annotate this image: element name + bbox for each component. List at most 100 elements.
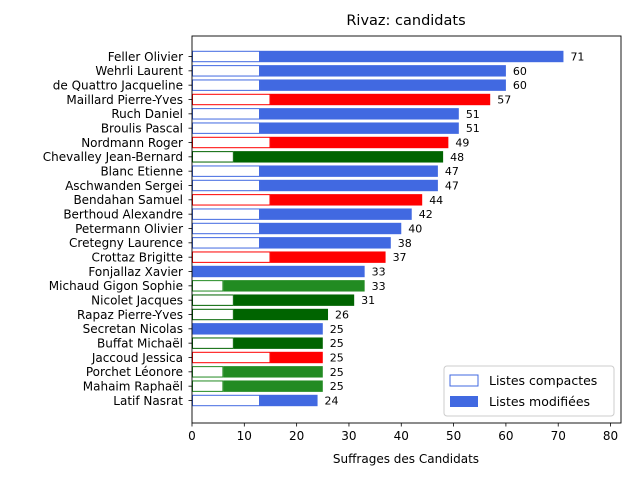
x-tick-label: 70 xyxy=(551,429,566,443)
value-label: 47 xyxy=(445,165,459,178)
value-label: 60 xyxy=(513,79,527,92)
candidate-label: Blanc Etienne xyxy=(100,164,183,178)
candidate-label: Latif Nasrat xyxy=(113,394,183,408)
x-tick-label: 50 xyxy=(446,429,461,443)
value-label: 24 xyxy=(325,395,339,408)
candidate-label: Rapaz Pierre-Yves xyxy=(77,308,183,322)
bar-compact xyxy=(192,122,261,134)
bar-modified xyxy=(260,179,438,192)
value-label: 25 xyxy=(330,366,344,379)
legend-swatch-compact xyxy=(449,374,479,387)
bar-modified xyxy=(260,50,564,63)
candidate-label: Berthoud Alexandre xyxy=(63,207,183,221)
x-tick-label: 20 xyxy=(289,429,304,443)
bar-compact xyxy=(192,151,234,163)
bar-compact xyxy=(192,308,234,321)
bar-compact xyxy=(192,222,261,235)
value-label: 37 xyxy=(393,251,407,264)
value-label: 47 xyxy=(445,180,459,193)
bar-modified xyxy=(270,136,449,149)
value-label: 25 xyxy=(330,337,344,350)
bar-compact xyxy=(192,237,261,249)
bar-compact xyxy=(192,251,271,263)
legend-label-modified: Listes modifiées xyxy=(489,394,590,409)
candidate-label: Nordmann Roger xyxy=(81,136,183,150)
bar-compact xyxy=(192,194,271,206)
value-label: 33 xyxy=(372,280,386,293)
candidate-label: Jaccoud Jessica xyxy=(91,351,183,365)
bar-compact xyxy=(192,136,271,149)
bar-modified xyxy=(233,151,444,163)
bar-compact xyxy=(192,394,261,407)
bar-modified xyxy=(260,394,318,407)
candidate-label: Fonjallaz Xavier xyxy=(88,265,183,279)
bar-compact xyxy=(192,179,261,192)
bar-compact xyxy=(192,65,261,77)
candidate-label: Bendahan Samuel xyxy=(73,193,183,207)
candidate-label: Michaud Gigon Sophie xyxy=(49,279,183,293)
value-label: 49 xyxy=(455,137,469,150)
bar-compact xyxy=(192,280,224,292)
value-label: 38 xyxy=(398,237,412,250)
candidate-label: Feller Olivier xyxy=(108,50,183,64)
value-label: 31 xyxy=(361,294,375,307)
value-label: 25 xyxy=(330,352,344,365)
legend-label-compact: Listes compactes xyxy=(489,373,597,388)
candidate-label: Crottaz Brigitte xyxy=(91,250,183,264)
candidate-label: Broulis Pascal xyxy=(101,121,183,135)
candidate-label: Cretegny Laurence xyxy=(69,236,183,250)
bar-modified xyxy=(260,108,459,120)
bar-modified xyxy=(260,165,438,177)
candidate-label: Mahaim Raphaël xyxy=(83,379,183,393)
bars-layer xyxy=(192,50,564,407)
bar-modified xyxy=(260,208,412,220)
value-label: 42 xyxy=(419,208,433,221)
value-label: 33 xyxy=(372,266,386,279)
bar-compact xyxy=(192,351,271,364)
bar-modified xyxy=(223,380,323,392)
candidate-label: de Quattro Jacqueline xyxy=(53,78,183,92)
bar-modified xyxy=(233,308,329,321)
value-label: 57 xyxy=(497,94,511,107)
bar-compact xyxy=(192,50,261,63)
value-label: 51 xyxy=(466,122,480,135)
value-label: 71 xyxy=(570,51,584,64)
candidate-label: Ruch Daniel xyxy=(111,107,183,121)
bar-modified xyxy=(260,122,459,134)
candidate-label: Maillard Pierre-Yves xyxy=(66,93,183,107)
x-axis: 0 10 20 30 40 50 60 70 80 xyxy=(188,423,618,443)
candidate-label: Porchet Léonore xyxy=(86,365,183,379)
chart-title: Rivaz: candidats xyxy=(346,13,465,29)
legend: Listes compactes Listes modifiées xyxy=(443,365,615,417)
x-tick-label: 60 xyxy=(498,429,513,443)
candidate-label: Petermann Olivier xyxy=(75,222,183,236)
value-label: 25 xyxy=(330,323,344,336)
bar-modified xyxy=(233,294,355,306)
candidate-label: Secretan Nicolas xyxy=(83,322,183,336)
bar-modified xyxy=(192,265,365,278)
value-label: 60 xyxy=(513,65,527,78)
bar-compact xyxy=(192,108,261,120)
candidate-label: Aschwanden Sergei xyxy=(65,179,183,193)
value-label: 44 xyxy=(429,194,443,207)
candidate-label: Chevalley Jean-Bernard xyxy=(43,150,183,164)
bar-compact xyxy=(192,208,261,220)
bar-modified xyxy=(260,79,506,91)
bar-modified xyxy=(270,194,423,206)
legend-box xyxy=(443,365,615,417)
x-tick-label: 0 xyxy=(188,429,196,443)
bar-modified xyxy=(260,237,391,249)
bar-modified xyxy=(260,65,506,77)
value-label: 40 xyxy=(408,223,422,236)
bar-compact xyxy=(192,337,234,349)
bar-modified xyxy=(260,222,402,235)
x-tick-label: 40 xyxy=(394,429,409,443)
value-label: 48 xyxy=(450,151,464,164)
bar-modified xyxy=(223,366,323,378)
candidate-label: Wehrli Laurent xyxy=(95,64,183,78)
bar-compact xyxy=(192,380,224,392)
value-label: 26 xyxy=(335,309,349,322)
bar-modified xyxy=(223,280,365,292)
